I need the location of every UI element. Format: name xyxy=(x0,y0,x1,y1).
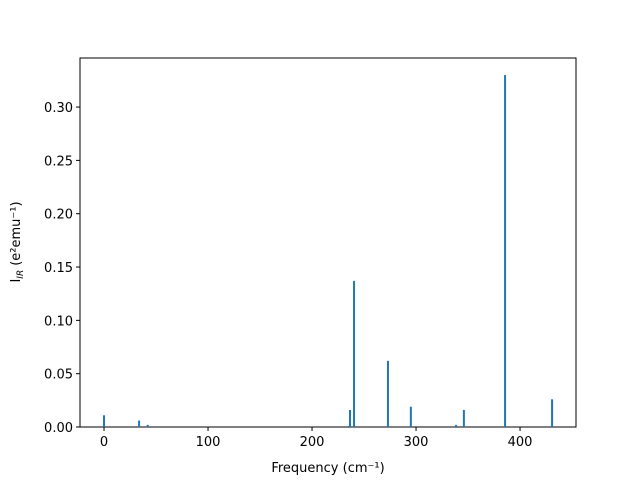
y-axis-label: IIR (e²emu⁻¹) xyxy=(9,201,26,282)
plot-frame xyxy=(79,57,577,428)
y-tick-label: 0.20 xyxy=(44,208,73,223)
bar xyxy=(348,409,351,427)
y-label-sub: IR xyxy=(16,270,26,279)
y-tick-label: 0.25 xyxy=(44,154,73,169)
bar xyxy=(504,75,507,427)
bar xyxy=(455,424,458,427)
y-label-unit: (e²emu⁻¹) xyxy=(9,201,24,265)
y-tick-label: 0.15 xyxy=(44,261,73,276)
y-label-main: I xyxy=(9,279,24,283)
bar xyxy=(146,424,149,427)
bar xyxy=(462,409,465,427)
bar xyxy=(138,420,141,427)
x-tick-label: 0 xyxy=(100,435,108,450)
bar xyxy=(409,406,412,427)
y-tick-label: 0.30 xyxy=(44,101,73,116)
y-tick-label: 0.10 xyxy=(44,314,73,329)
x-tick-label: 400 xyxy=(508,435,533,450)
y-tick-label: 0.00 xyxy=(44,421,73,436)
x-tick-label: 300 xyxy=(404,435,429,450)
x-tick-label: 200 xyxy=(300,435,325,450)
bar xyxy=(353,280,356,427)
x-axis-label: Frequency (cm⁻¹) xyxy=(271,461,384,476)
bar xyxy=(103,415,106,427)
y-tick-label: 0.05 xyxy=(44,368,73,383)
bar xyxy=(551,399,554,427)
bar xyxy=(386,360,389,427)
x-tick-label: 100 xyxy=(196,435,221,450)
